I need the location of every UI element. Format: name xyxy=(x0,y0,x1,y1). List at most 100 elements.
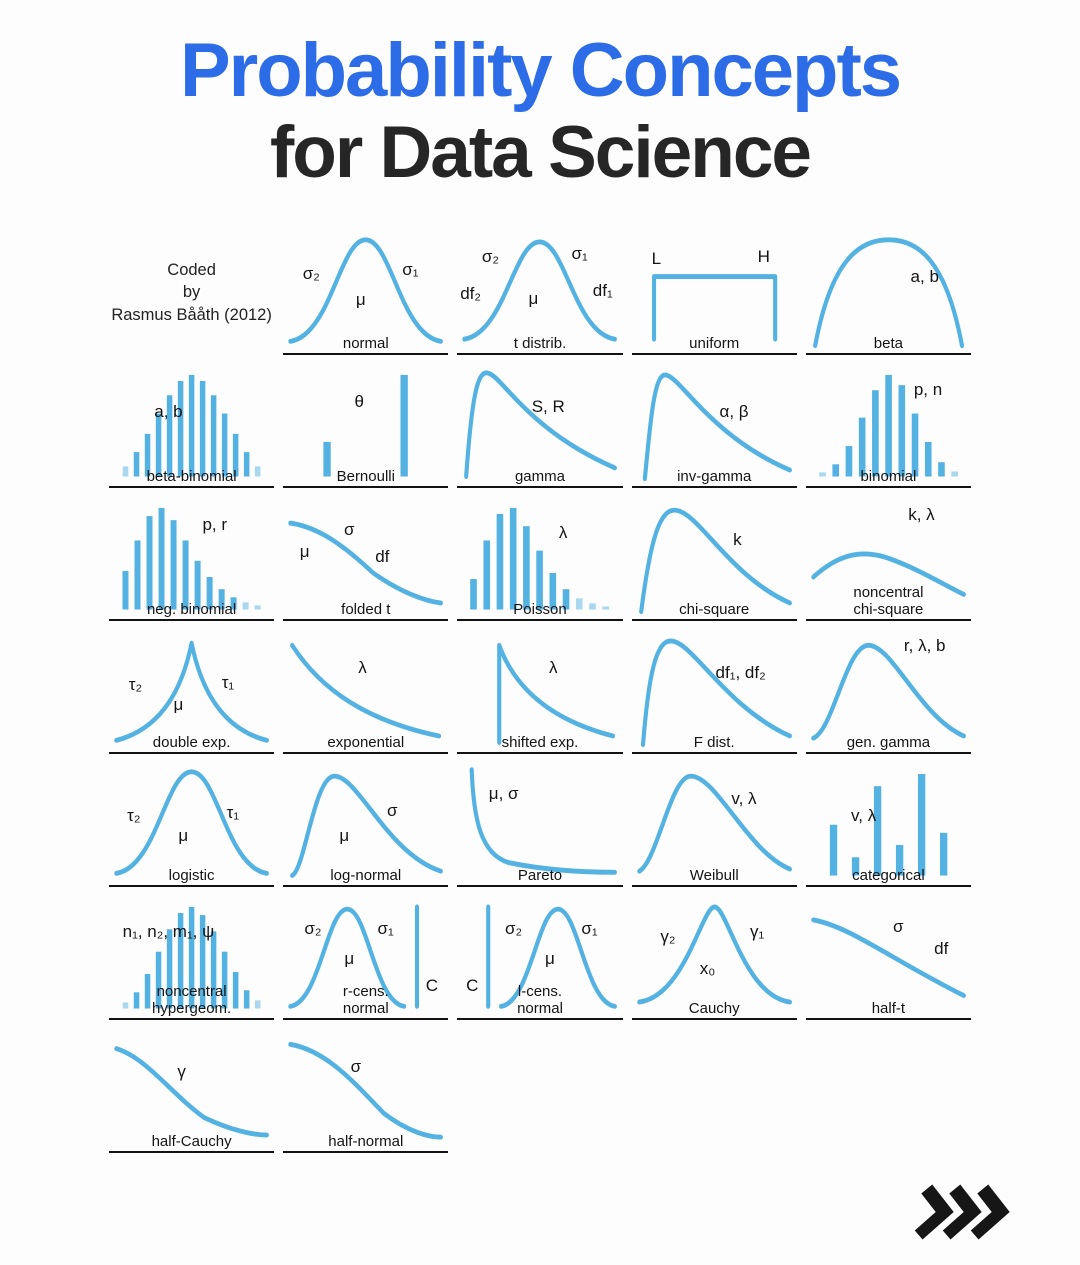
cell-credit: Coded by Rasmus Bååth (2012) xyxy=(109,229,274,353)
distribution-plot xyxy=(457,362,622,483)
param-label: μ xyxy=(299,542,310,562)
cell-poisson: Poisson λ xyxy=(457,495,623,622)
distribution-label: inv-gamma xyxy=(677,467,752,485)
distribution-plot xyxy=(283,894,448,1015)
distribution-plot xyxy=(109,1027,274,1148)
param-label: μ xyxy=(339,825,350,845)
param-label: γ xyxy=(177,1062,186,1082)
distribution-plot xyxy=(632,229,797,350)
distribution-plot xyxy=(806,628,971,749)
param-label: μ xyxy=(173,695,184,715)
param-label: p, r xyxy=(202,515,227,535)
param-label: σ₁ xyxy=(581,919,598,939)
param-label: x₀ xyxy=(699,958,716,978)
distribution-label: Cauchy xyxy=(688,999,740,1017)
cell-neg-binomial: neg. binomial p, r xyxy=(109,495,275,622)
param-label: μ xyxy=(344,948,355,968)
param-label: μ xyxy=(528,288,539,308)
param-label: σ₂ xyxy=(505,919,523,939)
distribution-plot xyxy=(109,495,274,616)
cell-f-dist: F dist. df₁, df₂ xyxy=(631,628,797,755)
page-title-line1: Probability Concepts xyxy=(179,28,902,113)
distribution-plot xyxy=(806,761,971,882)
distribution-label: chi-square xyxy=(679,600,750,618)
distribution-plot xyxy=(806,894,971,1015)
distribution-label: Bernoulli xyxy=(336,467,395,485)
param-label: τ₁ xyxy=(221,672,235,692)
cell-bernoulli: Bernoulli θ xyxy=(283,362,449,489)
distribution-plot xyxy=(109,894,274,1015)
param-label: H xyxy=(757,246,770,266)
distribution-label: normal xyxy=(342,334,389,352)
fast-forward-icon xyxy=(914,1184,1010,1240)
distribution-label: shifted exp. xyxy=(501,733,579,751)
distribution-label: uniform xyxy=(689,334,740,352)
distribution-label: neg. binomial xyxy=(146,600,237,618)
cell-noncentral-hypergeom: noncentral hypergeom. n₁, n₂, m₁, ψ xyxy=(109,894,275,1021)
distribution-label: Poisson xyxy=(513,600,567,618)
param-label: α, β xyxy=(719,402,749,421)
param-label: C xyxy=(425,976,438,996)
distribution-plot xyxy=(806,229,971,350)
distribution-label: noncentral chi-square xyxy=(853,583,924,618)
cell-noncentral-chi-square: noncentral chi-square k, λ xyxy=(805,495,971,622)
distribution-plot xyxy=(457,628,622,749)
distribution-label: gen. gamma xyxy=(846,733,931,751)
distribution-plot xyxy=(283,761,448,882)
cell-binomial: binomial p, n xyxy=(805,362,971,489)
param-label: v, λ xyxy=(851,805,877,825)
distribution-plot xyxy=(283,229,448,350)
cell-categorical: categorical v, λ xyxy=(805,761,971,888)
distribution-label: gamma xyxy=(514,467,565,485)
param-label: S, R xyxy=(531,397,565,417)
distribution-label: Weibull xyxy=(689,866,739,884)
distribution-plot xyxy=(457,495,622,616)
param-label: k xyxy=(733,530,742,550)
distribution-label: half-Cauchy xyxy=(151,1132,232,1150)
cell-pareto: Pareto μ, σ xyxy=(457,761,623,888)
param-label: γ₂ xyxy=(660,926,676,946)
distribution-label: r-cens. normal xyxy=(342,982,389,1017)
distribution-plot xyxy=(632,761,797,882)
distribution-label: exponential xyxy=(327,733,405,751)
param-label: μ xyxy=(544,948,555,968)
distribution-label: folded t xyxy=(341,600,391,618)
distribution-label: half-t xyxy=(871,999,906,1017)
param-label: a, b xyxy=(154,402,183,421)
distribution-plot xyxy=(632,628,797,749)
cell-beta-binomial: beta-binomial a, b xyxy=(109,362,275,489)
cell-gamma: gamma S, R xyxy=(457,362,623,489)
cell-inv-gamma: inv-gamma α, β xyxy=(631,362,797,489)
distribution-plot xyxy=(457,894,622,1015)
distribution-plot xyxy=(283,628,448,749)
param-label: τ₂ xyxy=(128,675,143,695)
distribution-label: double exp. xyxy=(152,733,231,751)
param-label: C xyxy=(466,976,479,996)
distribution-label: beta xyxy=(873,334,903,352)
param-label: σ₂ xyxy=(481,246,499,266)
param-label: σ₂ xyxy=(302,264,320,284)
param-label: a, b xyxy=(910,266,939,286)
param-label: λ xyxy=(358,658,367,678)
param-label: df₁ xyxy=(592,281,613,301)
cell-chi-square: chi-square k xyxy=(631,495,797,622)
cell-shifted-exp: shifted exp. λ xyxy=(457,628,623,755)
param-label: k, λ xyxy=(908,505,935,525)
param-label: σ xyxy=(344,520,355,540)
cell-normal: normal σ₂ μ σ₁ xyxy=(283,229,449,356)
distribution-label: F dist. xyxy=(693,733,735,751)
param-label: df xyxy=(375,547,390,567)
param-label: v, λ xyxy=(731,788,757,808)
distribution-label: beta-binomial xyxy=(146,467,237,485)
cell-empty-1 xyxy=(457,1027,622,1151)
distribution-label: categorical xyxy=(852,866,925,884)
cell-empty-3 xyxy=(806,1027,971,1151)
param-label: τ₁ xyxy=(226,803,240,823)
param-label: L xyxy=(651,249,662,269)
cell-l-cens-normal: l-cens. normal σ₂ μ σ₁ C xyxy=(457,894,623,1021)
distribution-plot xyxy=(283,1027,448,1148)
param-label: n₁, n₂, m₁, ψ xyxy=(122,921,215,941)
cell-half-cauchy: half-Cauchy γ xyxy=(109,1027,275,1154)
cell-log-normal: log-normal μ σ xyxy=(283,761,449,888)
